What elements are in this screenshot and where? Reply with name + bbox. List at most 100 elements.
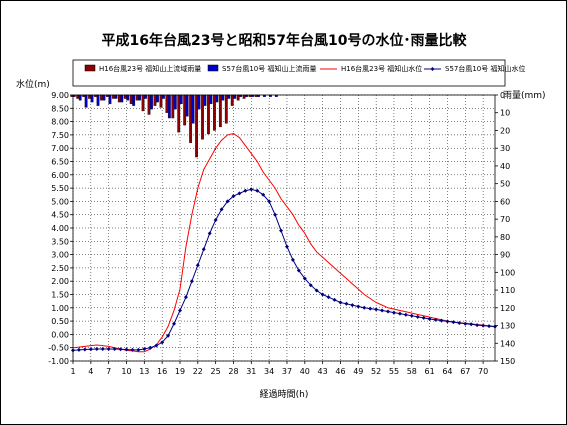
- point-level-s57: [475, 323, 480, 328]
- point-level-s57: [136, 347, 141, 352]
- point-level-s57: [409, 313, 414, 318]
- point-level-s57: [249, 187, 254, 192]
- y-tick-label-right: 140: [500, 339, 515, 348]
- point-level-s57: [332, 297, 337, 302]
- bar-rain-h16: [189, 94, 193, 144]
- point-level-s57: [118, 347, 123, 352]
- bar-rain-h16: [123, 94, 127, 99]
- legend-swatch-rain-s57: [207, 64, 219, 72]
- y-tick-label-left: 0.00: [51, 330, 69, 339]
- point-level-s57: [219, 207, 224, 212]
- point-level-s57: [403, 312, 408, 317]
- line-level-h16: [72, 133, 496, 353]
- point-level-s57: [386, 309, 391, 314]
- bar-rain-s57: [233, 94, 237, 99]
- y-tick-label-left: 7.00: [51, 144, 69, 153]
- bar-rain-s57: [209, 94, 213, 105]
- y-tick-label-right: 90: [500, 251, 510, 260]
- point-level-s57: [76, 347, 81, 352]
- y-tick-label-left: 6.00: [51, 171, 69, 180]
- bar-rain-h16: [141, 94, 145, 112]
- bar-rain-h16: [224, 94, 228, 124]
- point-level-s57: [487, 324, 492, 329]
- legend-label-rain-h16: H16台風23号 福知山上流域雨量: [99, 64, 201, 73]
- point-level-s57: [142, 347, 147, 352]
- x-tick-label: 61: [425, 367, 435, 376]
- x-tick-label: 46: [335, 367, 345, 376]
- plot-border: [72, 94, 496, 362]
- bar-rain-h16: [165, 94, 169, 113]
- x-axis-label: 経過時間(h): [260, 388, 309, 400]
- point-level-s57: [391, 310, 396, 315]
- y-tick-label-left: 8.50: [51, 104, 69, 113]
- bar-rain-s57: [191, 94, 195, 124]
- bar-rain-s57: [144, 94, 147, 99]
- y-tick-label-left: 4.50: [51, 211, 69, 220]
- bar-rain-s57: [150, 94, 153, 110]
- plot-area: 9.00 8.50 8.00 7.50 7.00 6.50 6.00 5.50 5.00 4.50…: [48, 91, 515, 376]
- bar-rain-s57: [203, 94, 207, 106]
- point-level-s57: [261, 192, 266, 197]
- y-tick-label-left: 2.50: [51, 264, 69, 273]
- y-tick-label-right: 120: [500, 304, 515, 313]
- point-level-s57: [445, 319, 450, 324]
- bar-rain-s57: [227, 94, 231, 99]
- legend-marker-level-s57: [430, 67, 435, 71]
- point-level-s57: [225, 199, 230, 204]
- point-level-s57: [344, 301, 349, 306]
- x-tick-label: 43: [318, 367, 328, 376]
- y-tick-label-right: 50: [500, 180, 510, 189]
- point-level-s57: [189, 279, 194, 284]
- point-level-s57: [374, 307, 379, 312]
- bar-rain-h16: [183, 94, 187, 126]
- point-level-s57: [231, 194, 236, 199]
- x-tick-label: 28: [228, 367, 238, 376]
- y-tick-label-right: 100: [500, 268, 515, 277]
- y-tick-label-left: 1.50: [51, 291, 69, 300]
- bar-rain-s57: [173, 94, 177, 110]
- bar-rain-h16: [242, 94, 246, 99]
- point-level-s57: [160, 340, 165, 345]
- point-level-s57: [320, 292, 325, 297]
- bar-rain-h16: [88, 94, 91, 99]
- bar-rain-h16: [201, 94, 204, 140]
- point-level-s57: [183, 295, 188, 300]
- legend: H16台風23号 福知山上流域雨量 S57台風10号 福知山上流雨量 H16台風…: [72, 59, 525, 87]
- x-tick-label: 40: [300, 367, 310, 376]
- x-tick-label: 19: [175, 367, 185, 376]
- point-level-s57: [421, 315, 426, 320]
- point-level-s57: [463, 321, 468, 326]
- bar-rain-h16: [100, 94, 103, 101]
- bar-rain-h16: [135, 94, 139, 101]
- point-level-s57: [314, 288, 319, 293]
- point-level-s57: [124, 347, 129, 352]
- y-tick-label-left: 5.00: [51, 197, 69, 206]
- bar-rain-h16: [111, 94, 115, 99]
- legend-label-rain-s57: S57台風10号 福知山上流雨量: [222, 64, 316, 73]
- point-level-s57: [201, 247, 206, 252]
- y-tick-label-left: 1.00: [51, 304, 69, 313]
- y-tick-label-left: 7.50: [51, 131, 69, 140]
- y-tick-label-right: 80: [500, 233, 510, 242]
- point-level-s57: [481, 323, 486, 328]
- y-tick-label-left: -1.00: [48, 357, 69, 366]
- y-tick-label-right: 40: [500, 162, 510, 171]
- y-tick-label-left: 6.50: [51, 158, 69, 167]
- bar-rain-h16: [76, 94, 80, 99]
- point-level-s57: [296, 268, 301, 273]
- point-level-s57: [154, 343, 159, 348]
- bar-rain-s57: [96, 94, 100, 106]
- point-level-s57: [255, 188, 260, 193]
- point-level-s57: [279, 228, 284, 233]
- legend-label-level-h16: H16台風23号 福知山水位: [341, 64, 422, 73]
- bar-rain-h16: [230, 94, 234, 106]
- point-level-s57: [100, 347, 105, 352]
- x-tick-label: 7: [106, 367, 111, 376]
- point-level-s57: [273, 212, 278, 217]
- bar-rain-s57: [120, 94, 124, 103]
- point-level-s57: [267, 199, 272, 204]
- point-level-s57: [362, 305, 367, 310]
- point-level-s57: [338, 300, 343, 305]
- legend-swatch-rain-h16: [84, 64, 96, 72]
- y-tick-label-left: 2.00: [51, 277, 69, 286]
